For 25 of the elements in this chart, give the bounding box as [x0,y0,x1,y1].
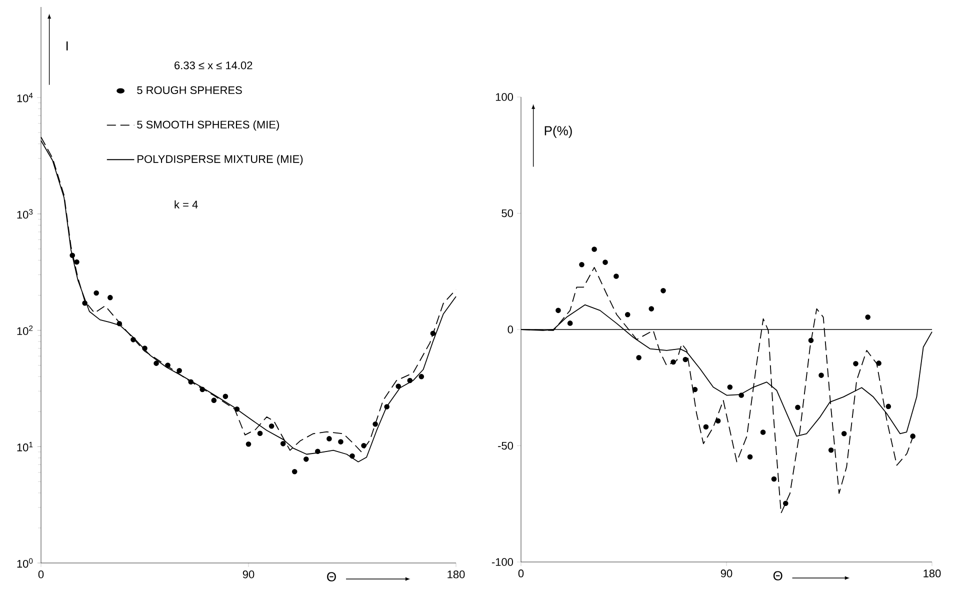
annotation: k = 4 [174,200,198,208]
y-tick-label: 10$^{0}$ [17,558,33,568]
x-axis-title: Θ [327,572,336,582]
y-axis-title: I [66,41,68,50]
y-tick-label: 10$^{4}$ [17,92,33,102]
y-tick-label: 0 [508,326,514,334]
x-axis-title: Θ [773,571,782,580]
x-tick-label: 0 [518,570,524,578]
y-tick-label: -100 [492,558,514,566]
y-tick-label: 50 [502,209,514,218]
y-tick-label: -50 [498,442,514,450]
y-tick-label: 10$^{3}$ [17,209,33,219]
y-tick-label: 10$^{2}$ [17,326,33,335]
y-tick-label: 100 [496,93,514,101]
legend-label: 5 SMOOTH SPHERES (MIE) [137,120,279,131]
x-tick-label: 180 [448,570,465,578]
legend-label: POLYDISPERSE MIXTURE (MIE) [138,154,303,166]
annotation: 6.33 ≤ x ≤ 14.02 [174,61,252,70]
legend-label: 5 ROUGH SPHERES [137,86,242,94]
x-tick-label: 90 [242,570,254,578]
x-tick-label: 180 [924,570,941,578]
x-tick-label: 0 [38,570,44,578]
y-axis-title: P(%) [544,126,572,138]
x-tick-label: 90 [720,570,732,578]
y-tick-label: 10$^{1}$ [17,442,33,452]
